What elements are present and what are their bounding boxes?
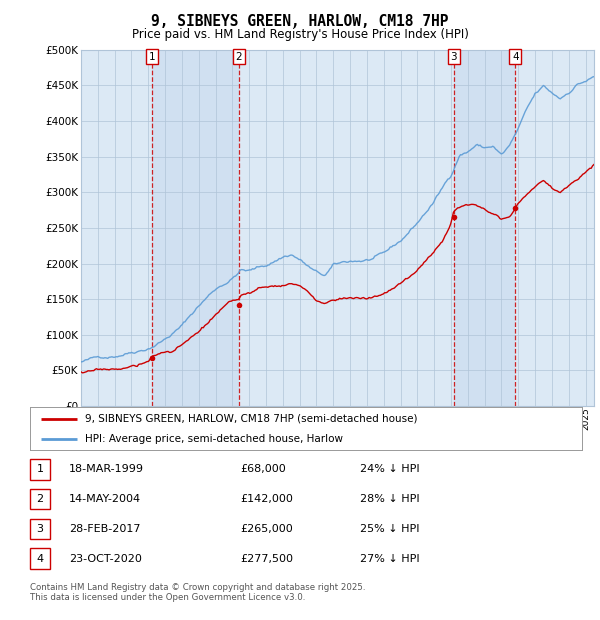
- Bar: [152, 50, 239, 406]
- Text: £68,000: £68,000: [240, 464, 286, 474]
- Text: HPI: Average price, semi-detached house, Harlow: HPI: Average price, semi-detached house,…: [85, 434, 343, 444]
- Text: 28-FEB-2017: 28-FEB-2017: [69, 524, 140, 534]
- Text: 18-MAR-1999: 18-MAR-1999: [69, 464, 144, 474]
- Text: 27% ↓ HPI: 27% ↓ HPI: [360, 554, 419, 564]
- Text: 2: 2: [37, 494, 43, 504]
- Text: 3: 3: [37, 524, 43, 534]
- Bar: [454, 50, 515, 406]
- Text: 14-MAY-2004: 14-MAY-2004: [69, 494, 141, 504]
- Text: 4: 4: [512, 51, 518, 62]
- Text: Contains HM Land Registry data © Crown copyright and database right 2025.
This d: Contains HM Land Registry data © Crown c…: [30, 583, 365, 602]
- Text: 25% ↓ HPI: 25% ↓ HPI: [360, 524, 419, 534]
- Text: £142,000: £142,000: [240, 494, 293, 504]
- Text: 9, SIBNEYS GREEN, HARLOW, CM18 7HP (semi-detached house): 9, SIBNEYS GREEN, HARLOW, CM18 7HP (semi…: [85, 414, 418, 423]
- Text: 23-OCT-2020: 23-OCT-2020: [69, 554, 142, 564]
- Text: 4: 4: [37, 554, 43, 564]
- Text: 1: 1: [148, 51, 155, 62]
- Text: 3: 3: [451, 51, 457, 62]
- Text: £277,500: £277,500: [240, 554, 293, 564]
- Text: 2: 2: [235, 51, 242, 62]
- Text: 28% ↓ HPI: 28% ↓ HPI: [360, 494, 419, 504]
- Text: £265,000: £265,000: [240, 524, 293, 534]
- Text: 9, SIBNEYS GREEN, HARLOW, CM18 7HP: 9, SIBNEYS GREEN, HARLOW, CM18 7HP: [151, 14, 449, 29]
- Text: 24% ↓ HPI: 24% ↓ HPI: [360, 464, 419, 474]
- Text: Price paid vs. HM Land Registry's House Price Index (HPI): Price paid vs. HM Land Registry's House …: [131, 28, 469, 41]
- Text: 1: 1: [37, 464, 43, 474]
